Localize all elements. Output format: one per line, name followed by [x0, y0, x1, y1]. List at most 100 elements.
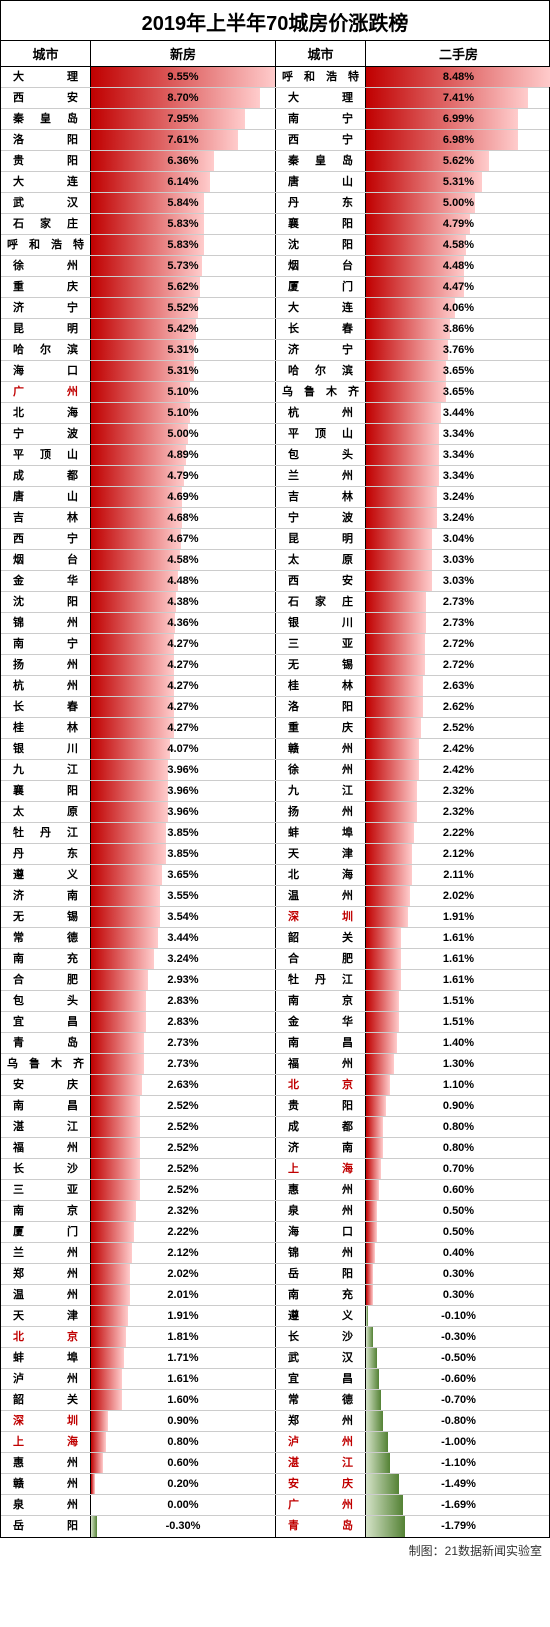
- bar-value-label: 1.60%: [91, 1390, 275, 1410]
- city-name: 石家庄: [1, 214, 91, 234]
- bar-cell: 0.40%: [366, 1243, 550, 1263]
- bar-value-label: 3.03%: [366, 550, 550, 570]
- city-name: 蚌 埠: [1, 1348, 91, 1368]
- bar-value-label: 2.22%: [366, 823, 550, 843]
- chart-title: 2019年上半年70城房价涨跌榜: [1, 1, 549, 40]
- table-row: 烟 台4.58%太 原3.03%: [1, 550, 549, 571]
- bar-value-label: 4.58%: [91, 550, 275, 570]
- bar-value-label: -0.10%: [366, 1306, 550, 1326]
- bar-cell: 2.72%: [366, 634, 550, 654]
- city-name: 深 圳: [1, 1411, 91, 1431]
- bar-value-label: 2.62%: [366, 697, 550, 717]
- bar-value-label: 2.52%: [366, 718, 550, 738]
- city-name: 平顶山: [276, 424, 366, 444]
- bar-value-label: 2.73%: [366, 592, 550, 612]
- table-row: 大 理9.55%呼和浩特8.48%: [1, 67, 549, 88]
- bar-cell: 3.96%: [91, 802, 276, 822]
- city-name: 韶 关: [1, 1390, 91, 1410]
- bar-cell: 2.42%: [366, 760, 550, 780]
- bar-value-label: 0.20%: [91, 1474, 275, 1494]
- city-name: 宁 波: [276, 508, 366, 528]
- bar-cell: 4.69%: [91, 487, 276, 507]
- bar-value-label: 5.62%: [91, 277, 275, 297]
- table-row: 宜 昌2.83%金 华1.51%: [1, 1012, 549, 1033]
- city-name: 安 庆: [276, 1474, 366, 1494]
- city-name: 岳 阳: [276, 1264, 366, 1284]
- bar-value-label: -0.70%: [366, 1390, 550, 1410]
- city-name: 温 州: [1, 1285, 91, 1305]
- bar-value-label: 5.31%: [91, 340, 275, 360]
- city-name: 西 宁: [1, 529, 91, 549]
- city-name: 天 津: [276, 844, 366, 864]
- city-name: 重 庆: [276, 718, 366, 738]
- bar-value-label: 4.69%: [91, 487, 275, 507]
- table-row: 大 连6.14%唐 山5.31%: [1, 172, 549, 193]
- city-name: 南 宁: [276, 109, 366, 129]
- city-name: 扬 州: [276, 802, 366, 822]
- bar-cell: 2.12%: [91, 1243, 276, 1263]
- bar-value-label: 2.63%: [91, 1075, 275, 1095]
- bar-cell: 2.93%: [91, 970, 276, 990]
- table-row: 锦 州4.36%银 川2.73%: [1, 613, 549, 634]
- city-name: 洛 阳: [1, 130, 91, 150]
- bar-cell: 4.48%: [366, 256, 550, 276]
- bar-value-label: 3.44%: [91, 928, 275, 948]
- table-row: 乌鲁木齐2.73%福 州1.30%: [1, 1054, 549, 1075]
- bar-value-label: 1.40%: [366, 1033, 550, 1053]
- bar-cell: 1.81%: [91, 1327, 276, 1347]
- city-name: 杭 州: [1, 676, 91, 696]
- bar-cell: 5.83%: [91, 214, 276, 234]
- bar-value-label: -0.30%: [366, 1327, 550, 1347]
- bar-cell: 3.24%: [91, 949, 276, 969]
- city-name: 桂 林: [1, 718, 91, 738]
- table-row: 哈尔滨5.31%济 宁3.76%: [1, 340, 549, 361]
- bar-cell: 0.70%: [366, 1159, 550, 1179]
- bar-value-label: 2.22%: [91, 1222, 275, 1242]
- city-name: 丹 东: [1, 844, 91, 864]
- bar-value-label: 3.55%: [91, 886, 275, 906]
- city-name: 烟 台: [276, 256, 366, 276]
- bar-value-label: 6.36%: [91, 151, 275, 171]
- city-name: 洛 阳: [276, 697, 366, 717]
- city-name: 郑 州: [1, 1264, 91, 1284]
- table-row: 南 京2.32%泉 州0.50%: [1, 1201, 549, 1222]
- bar-value-label: 2.52%: [91, 1180, 275, 1200]
- city-name: 贵 阳: [276, 1096, 366, 1116]
- bar-cell: 3.54%: [91, 907, 276, 927]
- table-row: 遵 义3.65%北 海2.11%: [1, 865, 549, 886]
- bar-value-label: 3.03%: [366, 571, 550, 591]
- bar-value-label: 2.02%: [366, 886, 550, 906]
- bar-value-label: 2.73%: [91, 1033, 275, 1053]
- bar-value-label: 7.41%: [366, 88, 550, 108]
- table-row: 海 口5.31%哈尔滨3.65%: [1, 361, 549, 382]
- bar-value-label: 9.55%: [91, 67, 275, 87]
- table-row: 宁 波5.00%平顶山3.34%: [1, 424, 549, 445]
- table-row: 兰 州2.12%锦 州0.40%: [1, 1243, 549, 1264]
- bar-cell: -1.00%: [366, 1432, 550, 1452]
- bar-value-label: 0.40%: [366, 1243, 550, 1263]
- bar-cell: 1.51%: [366, 991, 550, 1011]
- bar-cell: 4.79%: [366, 214, 550, 234]
- city-name: 惠 州: [1, 1453, 91, 1473]
- bar-value-label: 3.85%: [91, 844, 275, 864]
- bar-value-label: 0.50%: [366, 1201, 550, 1221]
- bar-value-label: 3.04%: [366, 529, 550, 549]
- table-row: 深 圳0.90%郑 州-0.80%: [1, 1411, 549, 1432]
- bar-value-label: 5.73%: [91, 256, 275, 276]
- bar-value-label: 0.80%: [366, 1138, 550, 1158]
- bar-cell: 4.27%: [91, 676, 276, 696]
- table-row: 牡丹江3.85%蚌 埠2.22%: [1, 823, 549, 844]
- bar-cell: 1.61%: [366, 970, 550, 990]
- bar-cell: 2.73%: [366, 613, 550, 633]
- bar-cell: 0.30%: [366, 1264, 550, 1284]
- city-name: 泉 州: [1, 1495, 91, 1515]
- bar-value-label: 2.42%: [366, 739, 550, 759]
- bar-cell: 3.85%: [91, 844, 276, 864]
- bar-cell: 5.00%: [91, 424, 276, 444]
- bar-value-label: 1.10%: [366, 1075, 550, 1095]
- bar-value-label: 2.52%: [91, 1117, 275, 1137]
- bar-cell: 4.48%: [91, 571, 276, 591]
- bar-cell: 3.65%: [91, 865, 276, 885]
- bar-value-label: 7.95%: [91, 109, 275, 129]
- bar-cell: 2.12%: [366, 844, 550, 864]
